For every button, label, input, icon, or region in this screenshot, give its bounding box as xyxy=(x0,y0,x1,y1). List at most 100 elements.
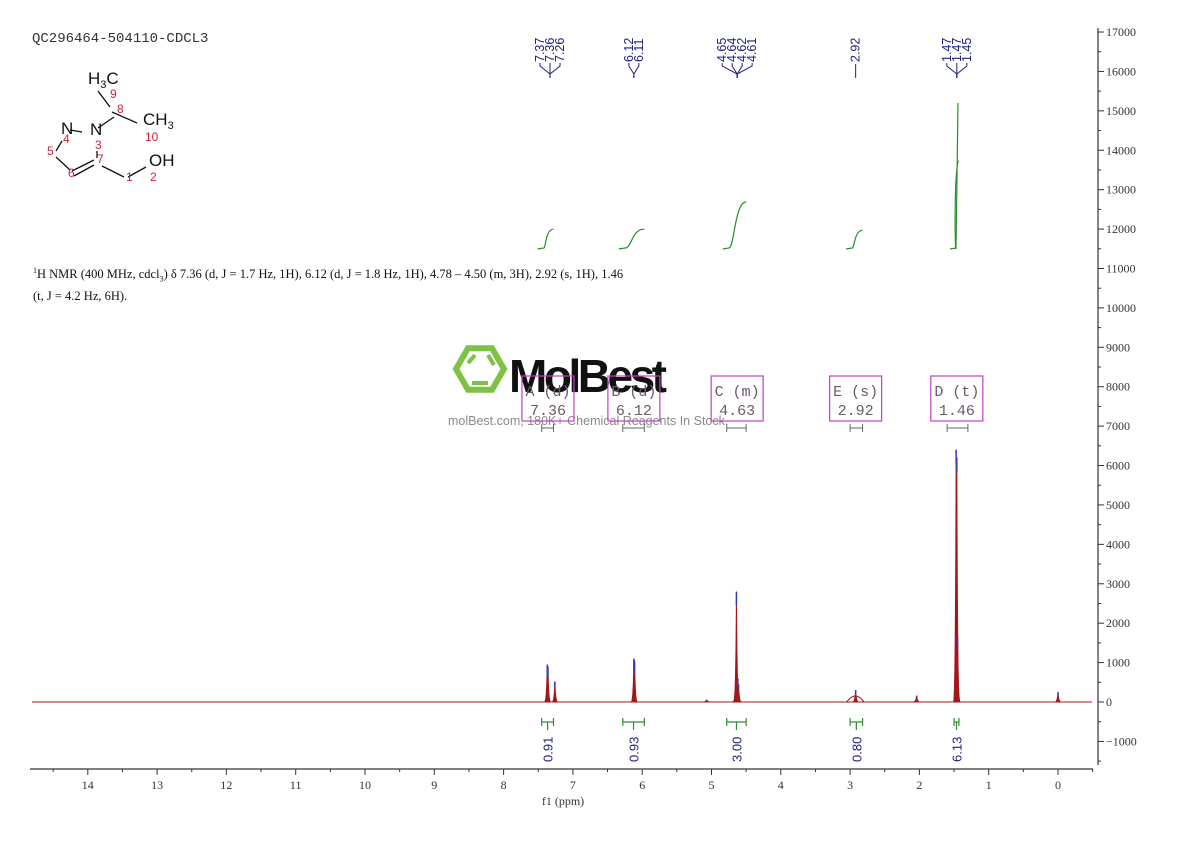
integral-value: 0.93 xyxy=(627,737,642,762)
peak-shift-label: 7.37 xyxy=(533,38,547,62)
atom-number: 4 xyxy=(63,132,70,146)
peak-shift-label: 2.92 xyxy=(849,38,863,62)
x-tick-label: 2 xyxy=(916,778,922,792)
peak-shift-label: 1.47 xyxy=(940,38,954,62)
integral-curve xyxy=(537,228,554,250)
x-axis-label: f1 (ppm) xyxy=(542,794,584,808)
bond xyxy=(101,165,125,178)
y-tick-label: 10000 xyxy=(1106,301,1136,315)
logo-bond xyxy=(486,353,496,367)
logo-bond xyxy=(466,353,477,365)
peak-connector xyxy=(736,63,753,78)
x-tick-label: 9 xyxy=(431,778,437,792)
peak-shift-label: 4.64 xyxy=(725,38,739,62)
y-axis: 1700016000150001400013000120001100010000… xyxy=(1097,25,1137,765)
peak-shift-label: 6.11 xyxy=(632,39,646,62)
multiplet-type: D (t) xyxy=(934,384,979,401)
multiplet-shift: 2.92 xyxy=(838,403,874,420)
multiplet-box xyxy=(710,375,764,422)
y-tick-label: 4000 xyxy=(1106,537,1130,551)
peak-label-group: 7.377.367.26 6.126.11 4.654.644.624.61 2.92… xyxy=(533,38,974,78)
peak-shift-label: 4.61 xyxy=(745,38,759,62)
spectrum-peak xyxy=(703,699,710,703)
x-tick-label: 8 xyxy=(501,778,507,792)
atom-label: H3C xyxy=(88,69,119,91)
bond xyxy=(127,166,147,178)
logo-hexagon-icon xyxy=(452,345,508,393)
y-tick-label: 11000 xyxy=(1106,261,1136,275)
y-tick-label: 1000 xyxy=(1106,656,1130,670)
x-tick-label: 12 xyxy=(220,778,232,792)
atom-label: N xyxy=(90,120,102,139)
x-tick-label: 4 xyxy=(778,778,784,792)
peak-shift-label: 4.62 xyxy=(735,38,749,62)
x-tick-label: 1 xyxy=(986,778,992,792)
y-tick-label: 2000 xyxy=(1106,616,1130,630)
integral-curve xyxy=(955,102,959,250)
peak-connector xyxy=(956,63,968,78)
y-tick-label: 6000 xyxy=(1106,459,1130,473)
y-tick-label: 12000 xyxy=(1106,222,1136,236)
description-text-a: H NMR (400 MHz, cdcl xyxy=(37,267,160,282)
molecule-structure: H3C N N CH3 OH 98 10 4 3 5 7 6 1 2 xyxy=(47,69,175,184)
integral-curve xyxy=(722,201,747,250)
x-tick-label: 13 xyxy=(151,778,163,792)
y-tick-label: 16000 xyxy=(1106,64,1136,78)
integral-value: 0.80 xyxy=(849,737,864,762)
broad-peak xyxy=(846,695,865,703)
atom-number: 9 xyxy=(110,87,117,101)
atom-label: N xyxy=(61,119,73,138)
atom-label: OH xyxy=(149,151,175,170)
multiplet-type: C (m) xyxy=(715,384,760,401)
multiplet-box xyxy=(521,375,575,422)
bond xyxy=(55,140,63,152)
multiplet-box xyxy=(607,375,661,422)
multiplet-shift: 6.12 xyxy=(616,403,652,420)
atom-number: 7 xyxy=(97,152,104,166)
x-axis: 14 13 12 11 10 9 8 7 6 5 4 3 2 1 0f1 (ppm) xyxy=(30,768,1094,808)
atom-number: 1 xyxy=(126,170,133,184)
multiplet-shift: 7.36 xyxy=(530,403,566,420)
peak-connector xyxy=(731,63,738,78)
multiplet-type: A (d) xyxy=(525,384,570,401)
x-tick-label: 14 xyxy=(82,778,94,792)
x-tick-label: 5 xyxy=(709,778,715,792)
x-tick-label: 0 xyxy=(1055,778,1061,792)
peak-connector xyxy=(736,63,743,78)
peak-connector xyxy=(633,63,640,78)
bond xyxy=(55,156,71,171)
x-tick-label: 7 xyxy=(570,778,576,792)
peak-shift-label: 7.36 xyxy=(543,38,557,62)
atom-number: 5 xyxy=(47,144,54,158)
integral-curve xyxy=(846,229,863,250)
integral-labels: 0.91 0.93 3.00 0.80 6.13 xyxy=(541,718,964,762)
watermark-tagline: molBest.com, 180K+ Chemical Reagents In … xyxy=(448,414,728,428)
y-tick-label: 17000 xyxy=(1106,25,1136,39)
multiplet-type: B (d) xyxy=(611,384,656,401)
peak-connector xyxy=(539,63,551,78)
integral-curves xyxy=(537,102,960,250)
x-tick-label: 6 xyxy=(639,778,645,792)
description-text-b: ) δ 7.36 (d, J = 1.7 Hz, 1H), 6.12 (d, J… xyxy=(33,267,624,303)
multiplet-box xyxy=(930,375,984,422)
nucleus-superscript: 1 xyxy=(33,266,37,275)
multiplet-type: E (s) xyxy=(833,384,878,401)
peak-shift-label: 7.26 xyxy=(553,38,567,62)
atom-number: 8 xyxy=(117,102,124,116)
bond xyxy=(97,90,111,108)
y-tick-label: 3000 xyxy=(1106,577,1130,591)
y-tick-label: 7000 xyxy=(1106,419,1130,433)
bond xyxy=(97,116,115,129)
atom-number: 6 xyxy=(68,166,75,180)
spectrum-trace xyxy=(32,449,1092,703)
bond xyxy=(111,111,138,124)
atom-number: 3 xyxy=(95,138,102,152)
description-subscript: 3 xyxy=(159,274,164,284)
peak-shift-label: 4.65 xyxy=(715,38,729,62)
x-tick-label: 3 xyxy=(847,778,853,792)
peak-shift-label: 1.47 xyxy=(950,38,964,62)
y-tick-label: −1000 xyxy=(1106,734,1137,748)
